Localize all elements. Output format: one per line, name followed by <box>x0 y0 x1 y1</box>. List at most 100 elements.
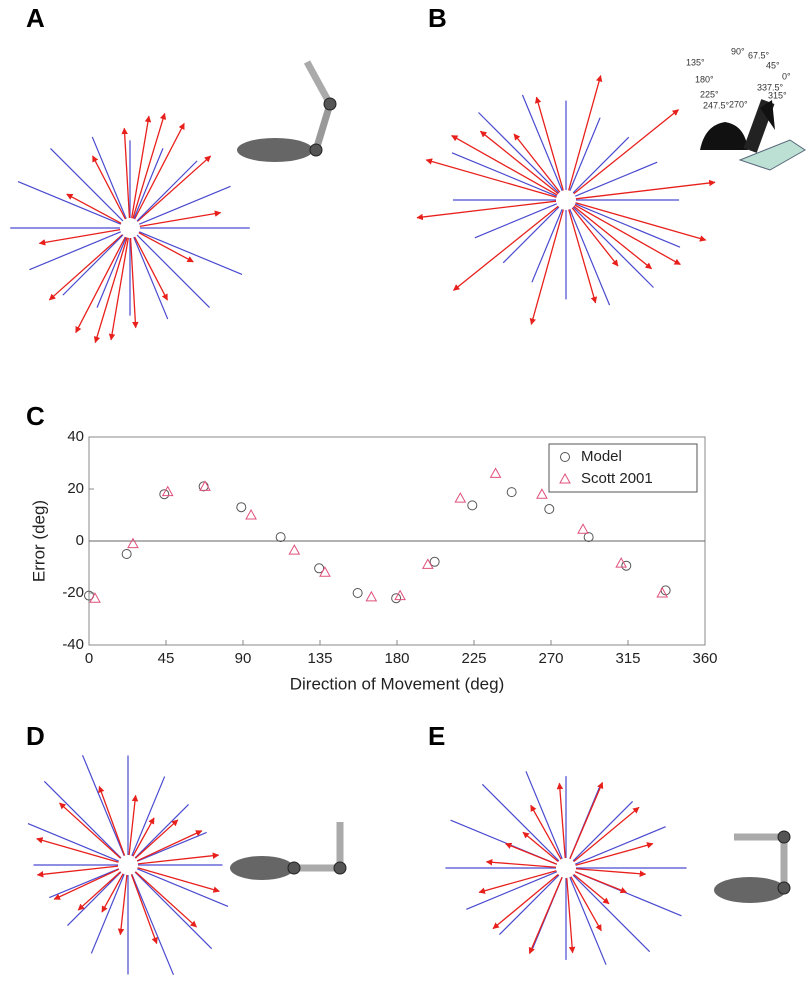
force-arrow <box>98 785 126 856</box>
reference-line <box>90 874 125 954</box>
force-arrow <box>129 237 139 329</box>
force-arrow <box>479 130 559 195</box>
force-arrow <box>108 237 129 341</box>
force-arrow <box>575 868 647 877</box>
reference-line <box>531 209 563 283</box>
force-arrow <box>36 865 119 878</box>
force-arrow <box>38 229 121 246</box>
y-tick-label: 40 <box>67 428 84 445</box>
reference-line <box>131 776 166 856</box>
circle-marker <box>275 532 286 543</box>
triangle-marker <box>288 544 301 555</box>
reference-line <box>96 237 127 308</box>
reference-line <box>572 874 651 953</box>
reference-line <box>67 871 122 926</box>
reference-line <box>575 826 666 865</box>
force-arrow <box>530 804 562 860</box>
force-arrow <box>53 868 120 900</box>
arm-icon-b <box>700 99 806 171</box>
y-tick-label: 0 <box>76 532 84 549</box>
force-arrow <box>485 859 557 868</box>
triangle-marker <box>365 590 378 602</box>
radial-diagrams <box>10 74 716 976</box>
angle-label: 180° <box>695 74 714 84</box>
reference-line <box>139 185 231 225</box>
force-arrow <box>453 205 559 291</box>
x-tick-label: 90 <box>235 650 252 667</box>
force-arrow <box>573 109 679 195</box>
circle-marker <box>159 489 170 500</box>
angle-label: 90° <box>731 46 745 56</box>
circle-marker <box>391 593 402 604</box>
legend-label: Model <box>581 448 622 465</box>
reference-line <box>569 209 611 306</box>
x-tick-label: 0 <box>85 650 93 667</box>
panel-label: D <box>26 721 45 751</box>
force-arrow <box>569 781 604 860</box>
force-arrow <box>522 831 559 863</box>
force-arrow <box>575 179 716 200</box>
force-arrow <box>556 782 566 859</box>
reference-line <box>136 160 198 222</box>
angle-label: 315° <box>768 90 787 100</box>
x-tick-label: 180 <box>384 650 409 667</box>
circle-marker <box>544 504 555 515</box>
triangle-marker <box>394 589 406 601</box>
force-arrow <box>131 115 152 219</box>
force-arrow <box>529 209 564 326</box>
force-arrow <box>77 871 122 911</box>
force-arrow <box>92 155 126 220</box>
panel-label: A <box>26 3 45 33</box>
y-tick-label: 20 <box>67 480 84 497</box>
force-arrow <box>568 74 603 191</box>
force-arrow <box>132 817 155 857</box>
force-arrow <box>137 155 212 222</box>
force-arrow <box>528 876 563 955</box>
angle-label: 247.5° <box>703 100 730 110</box>
force-arrow <box>121 127 131 219</box>
force-arrow <box>134 871 197 928</box>
force-arrow <box>574 204 681 266</box>
triangle-marker <box>536 488 548 499</box>
force-arrow <box>504 842 557 865</box>
reference-line <box>521 94 563 191</box>
reference-line <box>62 234 124 296</box>
circle-marker <box>467 500 478 511</box>
circle-marker <box>352 588 363 598</box>
legend-box <box>548 443 698 493</box>
force-arrow <box>416 200 557 221</box>
force-arrow <box>139 210 222 227</box>
circle-marker <box>236 502 247 513</box>
force-arrow <box>570 876 602 932</box>
force-arrow <box>575 871 628 894</box>
force-arrow <box>59 802 122 859</box>
triangle-marker <box>199 480 211 491</box>
force-arrow <box>117 874 128 936</box>
force-arrow <box>132 112 167 219</box>
reference-line <box>134 871 213 950</box>
force-arrow <box>134 122 185 220</box>
triangle-marker <box>454 492 467 503</box>
reference-line <box>502 206 560 264</box>
angle-label: 45° <box>766 60 780 70</box>
reference-line <box>569 117 601 191</box>
y-tick-label: -20 <box>62 584 84 601</box>
triangle-marker <box>89 592 101 603</box>
scatter-chart: 0 45 90 135 180 225 270 315 360 -40 -20 0 20 40 Direct… <box>29 428 717 694</box>
y-axis-label: Error (deg) <box>29 500 48 582</box>
legend-label: Scott 2001 <box>581 470 653 487</box>
force-arrow <box>573 873 610 905</box>
reference-line <box>139 231 243 275</box>
triangle-marker <box>656 586 669 598</box>
reference-line <box>451 152 557 197</box>
force-arrow <box>571 207 619 267</box>
force-arrow <box>492 873 559 930</box>
circle-marker <box>121 549 132 559</box>
force-arrow <box>93 237 128 344</box>
angle-label: 225° <box>700 89 719 99</box>
reference-line <box>466 871 557 910</box>
triangle-marker <box>127 537 139 549</box>
arm-icon-a <box>237 60 337 162</box>
reference-line <box>133 237 169 320</box>
